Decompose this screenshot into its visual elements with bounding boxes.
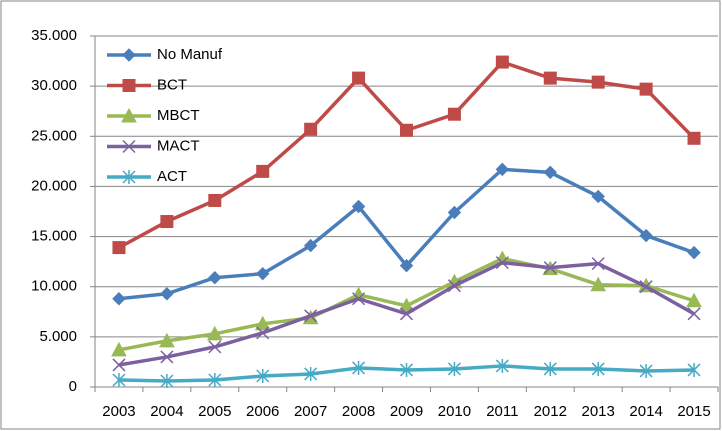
y-tick-label: 15.000 — [31, 228, 77, 245]
x-tick-label: 2009 — [390, 403, 423, 420]
marker — [304, 122, 318, 136]
legend-label: ACT — [157, 168, 187, 185]
x-tick-label: 2011 — [486, 403, 518, 420]
marker — [351, 199, 366, 214]
marker — [112, 241, 126, 255]
marker — [256, 368, 270, 383]
marker — [543, 361, 557, 376]
marker — [254, 315, 271, 331]
y-tick-label: 5.000 — [39, 328, 77, 345]
marker — [160, 287, 174, 301]
marker — [591, 189, 605, 204]
marker — [352, 360, 366, 375]
legend-label: MBCT — [157, 107, 200, 124]
marker — [447, 107, 461, 121]
marker — [543, 165, 557, 180]
x-tick-label: 2015 — [677, 403, 710, 420]
marker — [256, 326, 270, 340]
legend-label: MACT — [157, 137, 200, 154]
marker — [112, 358, 126, 372]
marker — [112, 292, 126, 306]
x-tick-label: 2007 — [294, 403, 327, 420]
marker — [639, 280, 653, 294]
y-tick-label: 30.000 — [31, 77, 77, 94]
marker — [122, 170, 136, 184]
marker — [543, 71, 557, 85]
marker — [208, 270, 222, 285]
marker — [352, 71, 366, 85]
marker — [495, 162, 510, 177]
marker — [495, 358, 509, 373]
marker — [687, 245, 701, 260]
marker — [160, 350, 174, 364]
y-tick-label: 10.000 — [31, 278, 77, 295]
marker — [591, 257, 605, 271]
marker — [352, 292, 366, 306]
x-tick-label: 2014 — [629, 403, 662, 420]
marker — [447, 279, 461, 293]
marker — [591, 75, 605, 89]
marker — [206, 325, 223, 341]
marker — [639, 82, 653, 96]
marker — [543, 261, 557, 275]
y-tick-label: 0 — [69, 378, 77, 395]
marker — [590, 276, 607, 292]
marker — [121, 107, 137, 123]
marker — [495, 55, 509, 69]
x-tick-label: 2003 — [102, 403, 135, 420]
marker — [256, 266, 270, 281]
marker — [122, 79, 136, 92]
marker — [687, 362, 701, 377]
marker — [122, 48, 136, 62]
marker — [399, 307, 414, 321]
x-tick-label: 2006 — [246, 403, 279, 420]
marker — [303, 238, 318, 253]
x-tick-label: 2005 — [198, 403, 231, 420]
marker — [399, 258, 414, 273]
x-tick-label: 2013 — [582, 403, 615, 420]
marker — [400, 123, 413, 137]
marker — [591, 361, 605, 376]
marker — [447, 205, 462, 220]
y-tick-label: 20.000 — [31, 177, 77, 194]
marker — [208, 340, 222, 354]
marker — [208, 372, 222, 387]
marker — [159, 332, 175, 348]
x-tick-label: 2012 — [534, 403, 567, 420]
marker — [112, 372, 126, 387]
marker — [304, 366, 318, 381]
marker — [399, 362, 414, 377]
marker — [160, 373, 174, 388]
marker — [447, 361, 461, 376]
y-tick-label: 25.000 — [31, 127, 77, 144]
marker — [686, 292, 702, 308]
marker — [687, 131, 701, 145]
x-tick-label: 2010 — [438, 403, 471, 420]
marker — [639, 363, 653, 378]
legend-label: BCT — [157, 76, 187, 93]
marker — [495, 256, 509, 270]
marker — [687, 307, 701, 321]
marker — [304, 309, 318, 323]
marker — [256, 164, 270, 178]
y-tick-label: 35.000 — [31, 27, 77, 44]
x-tick-label: 2004 — [150, 403, 183, 420]
marker — [639, 228, 653, 243]
x-tick-label: 2008 — [342, 403, 375, 420]
legend-label: No Manuf — [157, 46, 223, 63]
marker — [160, 215, 174, 229]
marker — [111, 341, 127, 357]
marker — [208, 193, 222, 207]
marker — [122, 139, 136, 154]
